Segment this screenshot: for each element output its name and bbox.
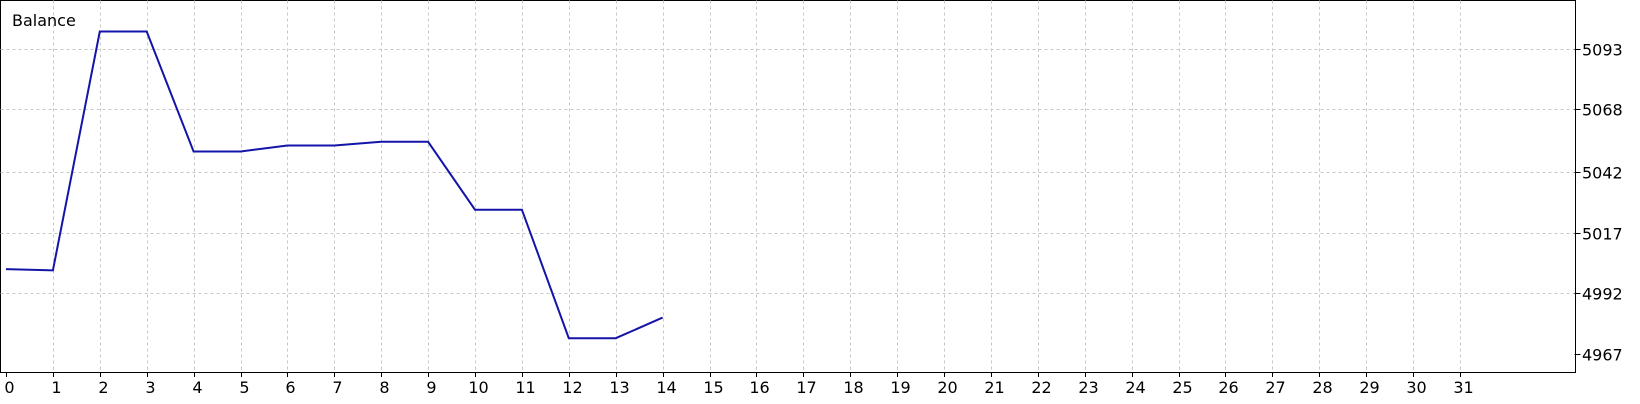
x-tick-label: 30 — [1406, 378, 1426, 397]
y-tick-label: 5042 — [1582, 164, 1623, 183]
x-tick-label: 7 — [332, 378, 342, 397]
y-tick-label: 5093 — [1582, 41, 1623, 60]
y-tick-label: 5017 — [1582, 225, 1623, 244]
plot-frame — [1, 1, 1576, 373]
x-tick-label: 13 — [609, 378, 629, 397]
x-tick-label: 24 — [1125, 378, 1145, 397]
y-tick-label: 4967 — [1582, 346, 1623, 365]
x-tick-label: 16 — [749, 378, 769, 397]
x-tick-label: 8 — [379, 378, 389, 397]
x-tick-label: 26 — [1218, 378, 1238, 397]
x-tick-label: 6 — [285, 378, 295, 397]
x-tick-label: 1 — [51, 378, 61, 397]
x-tick-label: 28 — [1312, 378, 1332, 397]
x-tick-label: 11 — [515, 378, 535, 397]
chart-title: Balance — [12, 11, 76, 30]
x-tick-label: 27 — [1265, 378, 1285, 397]
x-tick-label: 21 — [984, 378, 1004, 397]
x-tick-label: 18 — [843, 378, 863, 397]
x-tick-label: 14 — [656, 378, 676, 397]
x-tick-label: 29 — [1359, 378, 1379, 397]
x-tick-label: 10 — [468, 378, 488, 397]
x-tick-label: 15 — [703, 378, 723, 397]
x-tick-label: 3 — [145, 378, 155, 397]
x-tick-label: 0 — [4, 378, 14, 397]
x-tick-label: 19 — [890, 378, 910, 397]
x-tick-label: 20 — [937, 378, 957, 397]
x-tick-label: 17 — [796, 378, 816, 397]
x-tick-label: 2 — [98, 378, 108, 397]
x-tick-label: 4 — [192, 378, 202, 397]
x-tick-label: 22 — [1031, 378, 1051, 397]
x-tick-label: 12 — [562, 378, 582, 397]
x-tick-label: 23 — [1078, 378, 1098, 397]
x-tick-label: 25 — [1172, 378, 1192, 397]
y-tick-label: 5068 — [1582, 101, 1623, 120]
x-tick-label: 31 — [1453, 378, 1473, 397]
x-tick-label: 9 — [426, 378, 436, 397]
y-tick-label: 4992 — [1582, 285, 1623, 304]
x-tick-label: 5 — [239, 378, 249, 397]
